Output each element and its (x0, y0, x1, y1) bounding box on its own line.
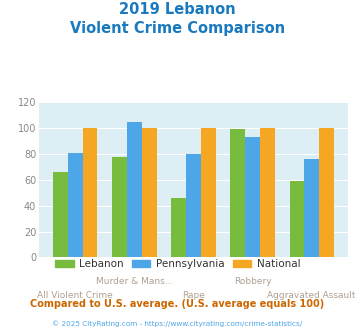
Bar (245, 137, 260, 257)
Text: Murder & Mans...: Murder & Mans... (96, 277, 173, 286)
Bar (68, 153, 83, 257)
Text: Rape: Rape (182, 291, 205, 300)
Text: Violent Crime Comparison: Violent Crime Comparison (70, 21, 285, 36)
Bar (142, 128, 157, 257)
Bar (201, 128, 215, 257)
Bar (290, 181, 304, 257)
Text: Compared to U.S. average. (U.S. average equals 100): Compared to U.S. average. (U.S. average … (31, 299, 324, 309)
Text: Aggravated Assault: Aggravated Assault (267, 291, 355, 300)
Bar (171, 198, 186, 257)
Text: © 2025 CityRating.com - https://www.cityrating.com/crime-statistics/: © 2025 CityRating.com - https://www.city… (53, 320, 302, 327)
Bar (319, 128, 334, 257)
Bar (83, 128, 97, 257)
Text: Robbery: Robbery (234, 277, 272, 286)
Bar (260, 128, 275, 257)
Text: 2019 Lebanon: 2019 Lebanon (119, 2, 236, 16)
Bar (186, 154, 201, 257)
Text: All Violent Crime: All Violent Crime (37, 291, 113, 300)
Bar (112, 157, 127, 257)
Bar (230, 129, 245, 257)
Bar (127, 122, 142, 257)
Bar (304, 159, 319, 257)
Legend: Lebanon, Pennsylvania, National: Lebanon, Pennsylvania, National (51, 255, 304, 274)
Bar (53, 172, 68, 257)
